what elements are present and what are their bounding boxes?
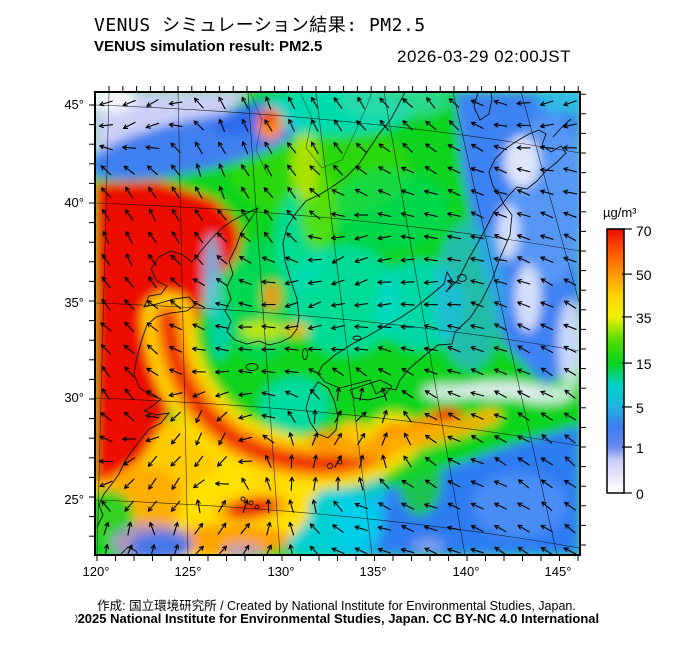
timestamp: 2026-03-29 02:00JST (397, 47, 571, 66)
lon-label-135: 135° (359, 564, 387, 579)
island-amami (240, 496, 246, 502)
coastline-china (96, 207, 259, 528)
border-manchuria (249, 92, 269, 177)
lat-label-45: 45° (64, 97, 84, 112)
colorbar-tick-5: 5 (636, 400, 644, 416)
lon-label-145: 145° (544, 564, 572, 579)
lat-label-35: 35° (64, 295, 84, 310)
coastline-kyushu (305, 381, 339, 439)
river-amur (299, 92, 373, 169)
coastline-honshu (317, 202, 513, 395)
colorbar-gradient (606, 228, 625, 494)
island-jeju (245, 363, 259, 371)
island-amami (254, 504, 260, 510)
colorbar-tick-35: 35 (636, 310, 652, 326)
islands-kuril (552, 118, 572, 138)
lon-label-140: 140° (452, 564, 480, 579)
copyright-line: ©2025 National Institute for Environment… (75, 611, 600, 626)
lat-label-40: 40° (64, 195, 84, 210)
coastline-hokkaido (488, 129, 567, 204)
credit-line: 作成: 国立環境研究所 / Created by National Instit… (97, 599, 576, 613)
coastline-sakhalin (473, 92, 493, 121)
coastlines (96, 92, 572, 555)
colorbar-ticks (622, 228, 632, 494)
island-sado (457, 274, 467, 282)
colorbar (606, 228, 632, 494)
pm25-heatmap-field (95, 92, 580, 555)
colorbar-unit-label: µg/m³ (603, 205, 637, 220)
page-title-english: VENUS simulation result: PM2.5 (94, 38, 323, 55)
lon-label-120: 120° (82, 564, 110, 579)
map-frame (94, 91, 581, 556)
lon-label-125: 125° (174, 564, 202, 579)
wind-vector-arrows (98, 96, 578, 555)
colorbar-tick-0: 0 (636, 486, 644, 502)
coastline-korea (224, 92, 406, 346)
colorbar-tick-15: 15 (636, 356, 652, 372)
lat-label-30: 30° (64, 390, 84, 405)
island-amami (248, 500, 254, 506)
page-title-japanese: VENUS シミュレーション結果: PM2.5 (94, 15, 426, 36)
colorbar-tick-70: 70 (636, 223, 652, 239)
colorbar-tick-1: 1 (636, 440, 644, 456)
colorbar-tick-50: 50 (636, 267, 652, 283)
island-tsushima (302, 348, 308, 360)
coastline-shikoku (349, 379, 393, 401)
island-yakushima (327, 463, 333, 469)
island-oki (352, 335, 362, 341)
lat-label-25: 25° (64, 492, 84, 507)
lon-label-130: 130° (267, 564, 295, 579)
